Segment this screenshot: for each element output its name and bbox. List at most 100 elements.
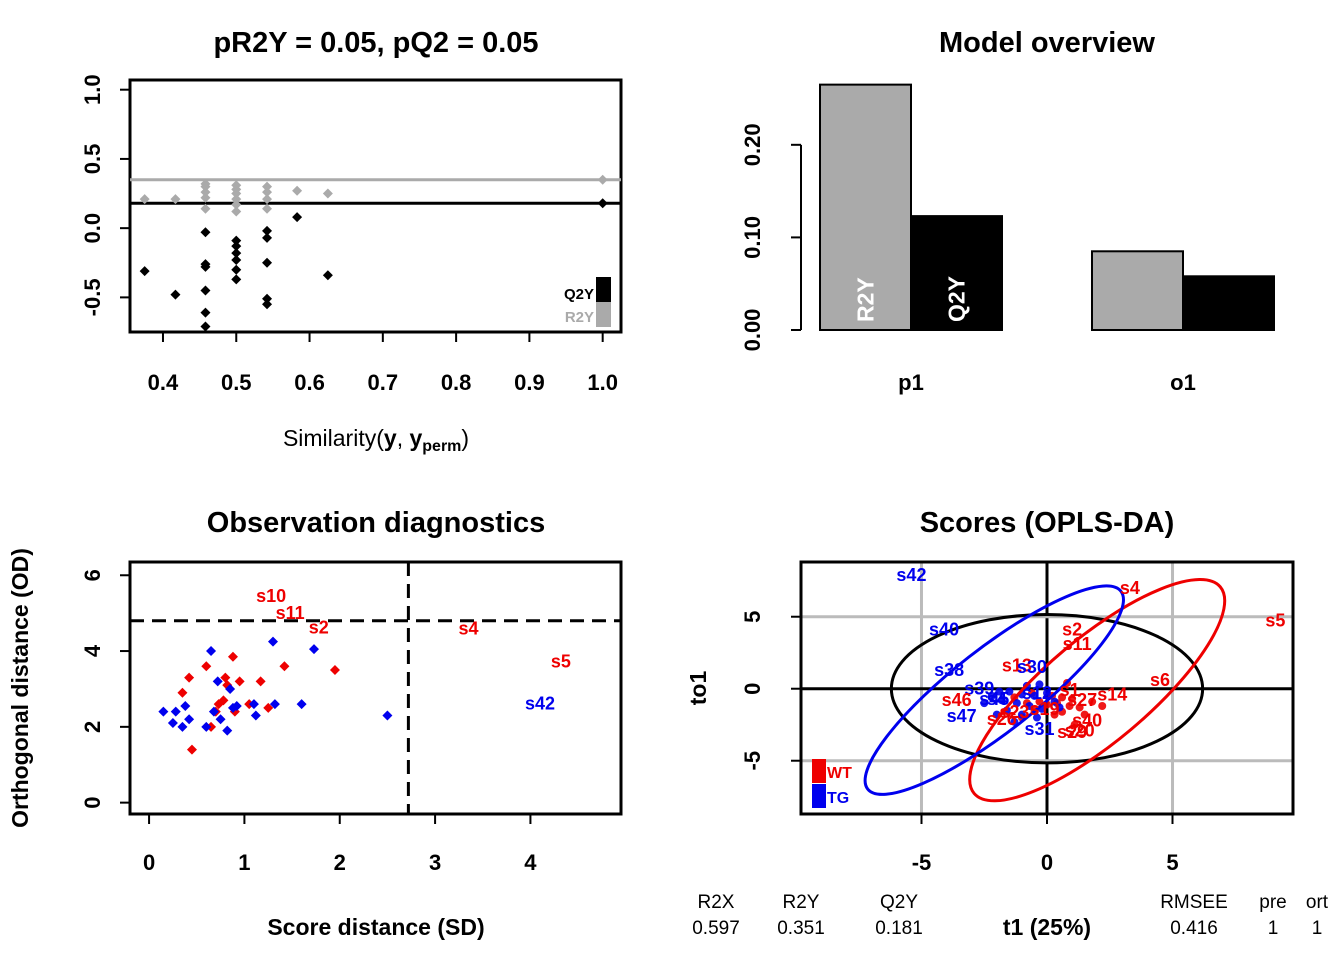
y-tick-label: 4: [80, 644, 105, 657]
point-q2y: [292, 212, 303, 223]
x-tick-label: 0: [1041, 850, 1053, 875]
summary-value-pre: 1: [1268, 918, 1279, 939]
point-r2y: [200, 178, 211, 189]
sample-label: s30: [1017, 657, 1047, 677]
point-wt: [234, 676, 245, 687]
point-wt: [184, 672, 195, 683]
point-q2y: [262, 232, 273, 243]
score-point-tg: [995, 687, 1004, 696]
point-q2y: [231, 248, 242, 259]
sample-label: s14: [1097, 684, 1127, 704]
point-r2y: [231, 194, 242, 205]
category-label: o1: [1170, 370, 1196, 395]
legend-swatch-q2y: [596, 277, 611, 302]
sample-label: s13: [1002, 656, 1032, 676]
x-tick-label: 0.6: [294, 370, 325, 395]
x-tick-label: 1.0: [587, 370, 618, 395]
x-tick-label: 1: [238, 850, 250, 875]
point-tg: [382, 710, 393, 721]
score-point-wt: [1098, 702, 1107, 710]
point-q2y: [200, 261, 211, 272]
score-point-tg: [1050, 697, 1059, 706]
point-wt: [218, 695, 229, 706]
point-tg: [212, 676, 223, 687]
y-tick-label: 2: [80, 721, 105, 733]
bar-r2y-p1: [819, 83, 912, 332]
point-wt: [329, 665, 340, 675]
point-tg: [225, 683, 236, 694]
point-r2y: [200, 192, 211, 203]
x-tick-label: 2: [334, 850, 346, 875]
point-q2y: [231, 274, 242, 285]
scores-ylabel: to1: [685, 671, 711, 706]
sample-label: s4: [1120, 578, 1140, 598]
point-tg: [296, 699, 307, 710]
point-q2y: [262, 299, 273, 310]
summary-value-q2y: 0.181: [875, 918, 923, 939]
point-r2y: [231, 180, 242, 191]
diagnostics-title: Observation diagnostics: [207, 507, 545, 539]
legend-label-wt: WT: [827, 765, 852, 782]
score-point-tg: [1032, 713, 1041, 722]
summary-header-q2y: Q2Y: [880, 892, 918, 913]
bar-r2y-o1: [1091, 250, 1184, 331]
legend-swatch-r2y: [596, 302, 611, 327]
summary-header-rmsee: RMSEE: [1160, 892, 1228, 913]
x-tick-label: 0.7: [368, 370, 399, 395]
legend-swatch-tg: [812, 784, 826, 808]
legend-label-tg: TG: [827, 790, 849, 807]
point-q2y: [262, 293, 273, 304]
point-tg: [268, 636, 279, 647]
point-wt: [186, 744, 197, 755]
point-wt: [177, 687, 188, 698]
point-r2y: [231, 199, 242, 210]
scores-title: Scores (OPLS-DA): [920, 507, 1175, 539]
legend-swatch-wt: [812, 759, 826, 783]
sample-label: s5: [1265, 610, 1285, 630]
scores-legend: WT TG: [812, 759, 852, 808]
sample-label: s42: [525, 693, 555, 713]
sample-label: s42: [896, 565, 926, 585]
score-point-tg: [997, 696, 1006, 705]
sample-label: s40: [1072, 710, 1102, 730]
sample-label: s20: [1065, 720, 1095, 740]
score-point-tg: [1005, 687, 1014, 696]
sample-label: s29: [1057, 722, 1087, 742]
sample-label: s19: [1029, 699, 1059, 719]
point-tg: [184, 714, 195, 725]
score-point-wt: [1068, 694, 1077, 703]
category-label: p1: [898, 370, 924, 395]
y-tick-label: 0.0: [80, 213, 105, 244]
summary-header-pre: pre: [1259, 892, 1286, 913]
y-tick-label: -0.5: [80, 278, 105, 316]
y-tick-label: 0.00: [740, 309, 765, 352]
diagnostics-plot-frame: [128, 560, 623, 816]
point-tg: [180, 701, 191, 711]
sample-label: s11: [276, 603, 305, 623]
point-r2y: [597, 174, 608, 185]
y-tick-label: 5: [740, 611, 765, 623]
point-q2y: [262, 225, 273, 236]
score-point-tg: [1025, 702, 1034, 710]
scores-xlabel: t1 (25%): [1003, 914, 1091, 940]
point-tg: [250, 710, 261, 721]
permutation-title: pR2Y = 0.05, pQ2 = 0.05: [213, 27, 538, 59]
point-wt: [255, 676, 266, 687]
point-r2y: [292, 185, 303, 196]
point-r2y: [231, 206, 242, 217]
permutation-legend: Q2Y R2Y: [564, 277, 611, 327]
sample-label: s27: [1067, 690, 1097, 710]
point-q2y: [262, 257, 273, 268]
point-q2y: [200, 307, 211, 318]
point-tg: [215, 714, 226, 725]
x-tick-label: 0: [143, 850, 155, 875]
diagnostics-ylabel: Orthogonal distance (OD): [7, 548, 33, 828]
point-q2y: [231, 235, 242, 246]
point-r2y: [139, 194, 150, 205]
x-tick-label: 0.9: [514, 370, 545, 395]
score-point-wt: [1088, 697, 1097, 706]
score-point-wt: [1050, 710, 1059, 719]
sample-label: s26: [987, 709, 1017, 729]
ellipse-all: [889, 613, 1205, 765]
point-r2y: [322, 188, 333, 199]
